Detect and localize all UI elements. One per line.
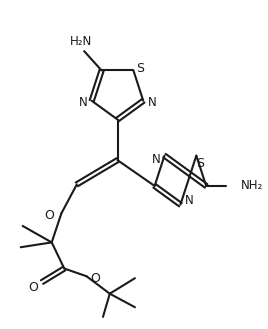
Text: O: O — [90, 272, 100, 285]
Text: H₂N: H₂N — [70, 35, 92, 48]
Text: N: N — [185, 194, 193, 207]
Text: N: N — [148, 96, 156, 109]
Text: N: N — [79, 96, 87, 109]
Text: O: O — [28, 281, 38, 294]
Text: S: S — [196, 157, 204, 170]
Text: N: N — [151, 153, 160, 166]
Text: NH₂: NH₂ — [241, 179, 263, 192]
Text: S: S — [136, 62, 144, 75]
Text: O: O — [44, 209, 54, 222]
